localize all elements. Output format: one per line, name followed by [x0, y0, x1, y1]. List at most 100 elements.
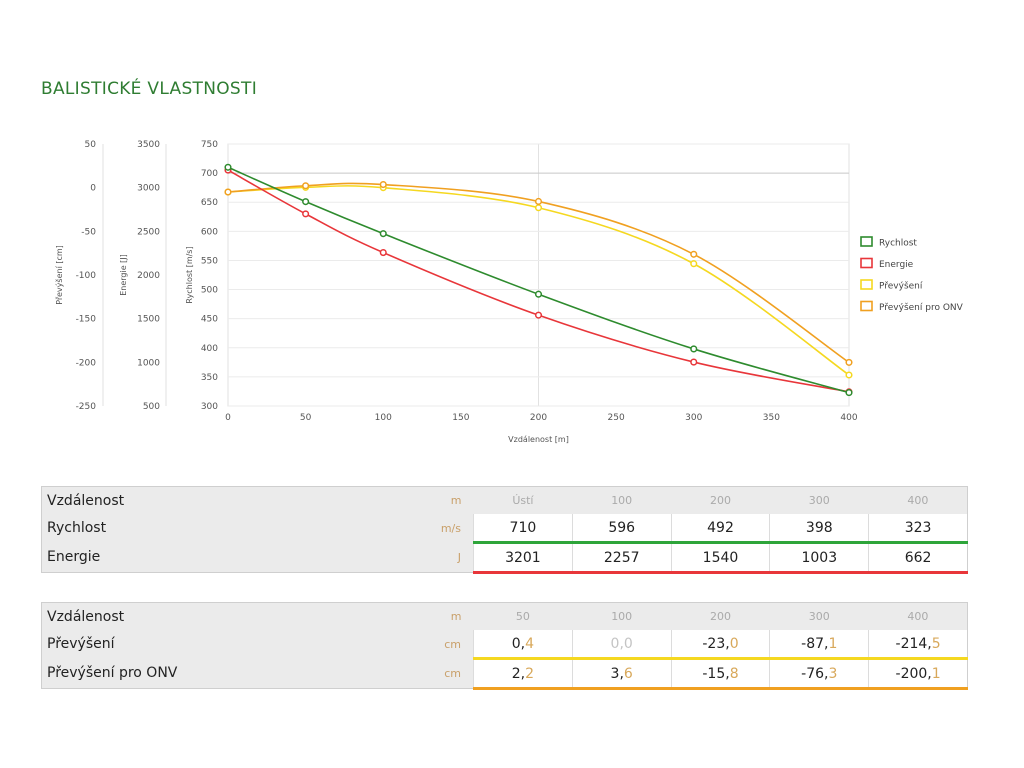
column-header: Ústí: [473, 486, 573, 514]
velocity-tick-label: 450: [201, 315, 218, 325]
ballistics-table: Vzdálenost m Ústí 100 200 300 400 Rychlo…: [41, 486, 968, 574]
legend-label-prevyseni-pro-onv: Převýšení pro ONV: [879, 302, 964, 313]
table-row: Vzdálenost m 50 100 200 300 400: [41, 602, 968, 630]
column-header: 400: [868, 602, 968, 630]
table-cell: 3,6: [571, 658, 672, 690]
drop-tick-label: 50: [85, 140, 97, 150]
data-point: [302, 182, 310, 190]
legend-swatch-rychlost: [860, 236, 873, 247]
row-label: Vzdálenost: [41, 602, 439, 630]
row-unit: cm: [438, 630, 474, 659]
table-cell: -76,3: [769, 658, 869, 690]
data-point: [690, 358, 698, 366]
drop-tick-label: -100: [76, 271, 97, 281]
energy-tick-label: 2500: [137, 227, 160, 237]
energy-tick-label: 1000: [137, 358, 160, 368]
table-cell: -200,1: [868, 658, 968, 690]
data-point: [379, 180, 387, 189]
x-tick-label: 250: [608, 413, 625, 423]
table-cell: 323: [868, 514, 968, 544]
row-label: Vzdálenost: [41, 486, 439, 514]
data-point: [690, 260, 698, 268]
column-header: 200: [671, 602, 770, 630]
drop-tick-label: -150: [76, 315, 97, 325]
row-label: Rychlost: [41, 514, 439, 543]
data-point: [534, 290, 543, 298]
x-axis-title: Vzdálenost [m]: [508, 435, 569, 444]
table-row: Převýšení cm 0,4 0,0 -23,0 -87,1 -214,5: [41, 630, 968, 660]
velocity-tick-label: 500: [201, 286, 218, 296]
drop-tick-label: -50: [81, 227, 96, 237]
data-point: [302, 198, 310, 206]
data-point: [690, 250, 698, 258]
drop-table: Vzdálenost m 50 100 200 300 400 Převýšen…: [41, 602, 968, 690]
drop-axis-title: Převýšení [cm]: [54, 245, 64, 305]
data-point: [845, 389, 853, 397]
x-tick-label: 400: [840, 413, 857, 423]
column-header: 300: [769, 602, 869, 630]
table-row: Vzdálenost m Ústí 100 200 300 400: [41, 486, 968, 514]
table-cell: 492: [670, 514, 770, 544]
data-point: [845, 358, 853, 366]
column-header: 100: [572, 602, 672, 630]
data-point: [302, 210, 310, 218]
velocity-axis-title: Rychlost [m/s]: [185, 246, 194, 303]
table-cell: 2257: [571, 542, 672, 574]
row-unit: cm: [438, 658, 474, 689]
column-header: 300: [769, 486, 869, 514]
table-cell: 1003: [769, 542, 869, 574]
ballistics-chart: 0 50 100 150 200 250 300 350 400 Vzdálenost [m] 75…: [54, 140, 964, 444]
table-cell: 0,0: [571, 630, 672, 660]
table-row: Rychlost m/s 710 596 492 398 323: [41, 514, 968, 544]
energy-axis-title: Energie [J]: [119, 254, 128, 296]
velocity-tick-label: 600: [201, 227, 218, 237]
column-header: 400: [868, 486, 968, 514]
table-cell: 0,4: [473, 630, 573, 660]
row-unit: J: [438, 542, 474, 573]
table-cell: 710: [473, 514, 573, 544]
table-row: Převýšení pro ONV cm 2,2 3,6 -15,8 -76,3…: [41, 658, 968, 690]
data-point: [534, 204, 543, 212]
velocity-tick-label: 650: [201, 198, 218, 208]
energy-tick-label: 500: [143, 402, 160, 412]
row-unit: m: [438, 602, 474, 630]
energy-tick-label: 2000: [137, 271, 160, 281]
energy-tick-label: 3500: [137, 140, 160, 150]
legend-label-prevyseni: Převýšení: [879, 281, 923, 292]
energy-tick-label: 1500: [137, 315, 160, 325]
velocity-tick-label: 350: [201, 373, 218, 383]
table-cell: -23,0: [670, 630, 770, 660]
data-point: [534, 311, 543, 319]
table-cell: 398: [769, 514, 869, 544]
energy-tick-label: 3000: [137, 184, 160, 194]
x-tick-label: 150: [452, 413, 469, 423]
velocity-tick-label: 300: [201, 402, 218, 412]
velocity-tick-label: 400: [201, 344, 218, 354]
x-tick-label: 300: [685, 413, 702, 423]
legend-swatch-prevyseni-pro-onv: [860, 300, 873, 312]
drop-tick-label: -200: [76, 358, 97, 368]
table-cell: 596: [571, 514, 672, 544]
velocity-tick-label: 550: [201, 256, 218, 266]
data-point: [379, 230, 387, 238]
table-cell: 3201: [473, 542, 573, 574]
table-cell: 1540: [670, 542, 770, 574]
data-point: [224, 163, 232, 171]
velocity-tick-label: 700: [201, 169, 218, 179]
table-row: Energie J 3201 2257 1540 1003 662: [41, 542, 968, 574]
row-unit: m: [438, 486, 474, 514]
row-label: Převýšení: [41, 630, 439, 659]
drop-tick-label: -250: [76, 402, 97, 412]
row-label: Převýšení pro ONV: [41, 658, 439, 689]
data-point: [690, 345, 698, 353]
table-cell: -214,5: [868, 630, 968, 660]
x-tick-label: 0: [225, 413, 231, 423]
row-label: Energie: [41, 542, 439, 573]
column-header: 200: [671, 486, 770, 514]
legend-label-energie: Energie: [879, 260, 914, 270]
legend-swatch-prevyseni: [860, 279, 873, 290]
column-header: 100: [572, 486, 672, 514]
section-title: BALISTICKÉ VLASTNOSTI: [41, 79, 258, 99]
data-point: [845, 371, 853, 379]
data-point: [379, 249, 387, 257]
